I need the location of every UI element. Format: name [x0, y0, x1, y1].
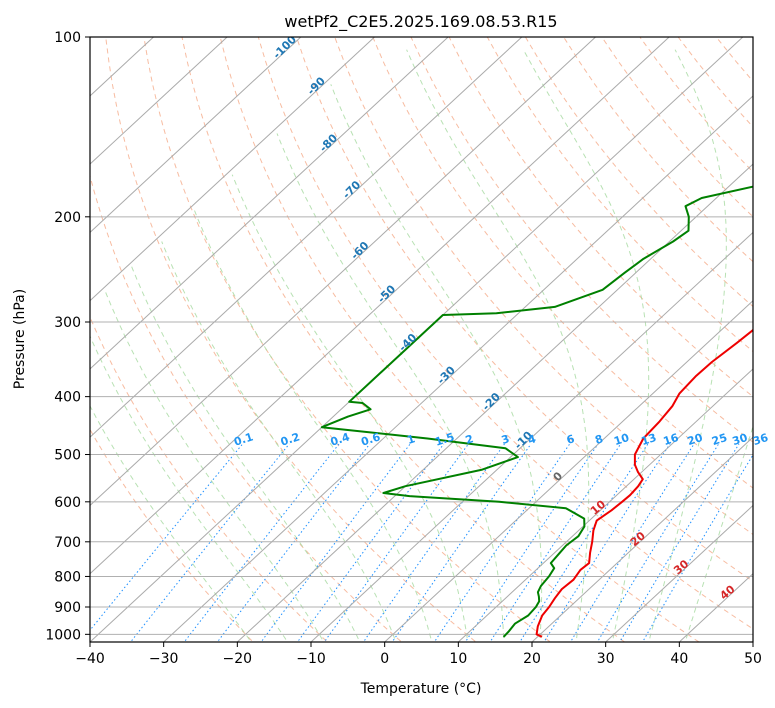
- isotherm-line: [162, 95, 753, 642]
- y-tick-label: 800: [54, 569, 81, 585]
- dry-adiabat-line: [181, 37, 626, 642]
- isotherm-line: [236, 163, 753, 642]
- moist-adiabat-line: [684, 424, 753, 642]
- moist-adiabat-line: [104, 289, 325, 642]
- dry-adiabat-line: [448, 37, 753, 398]
- dry-adiabat-line: [90, 315, 329, 642]
- mixing-ratio-line: [433, 443, 571, 642]
- y-tick-label: 1000: [45, 627, 81, 643]
- mixing-ratio-label: 3: [500, 432, 511, 447]
- dry-adiabat-line: [334, 37, 753, 536]
- isotherm-line: [90, 37, 376, 302]
- mixing-ratio-label: 6: [565, 432, 577, 447]
- moist-adiabat-line: [522, 49, 650, 642]
- mixing-ratio-label: 4: [526, 432, 538, 447]
- x-axis-label: Temperature (°C): [360, 681, 482, 697]
- y-tick-label: 300: [54, 315, 81, 331]
- x-tick-label: −30: [149, 651, 179, 667]
- y-axis-label: Pressure (hPa): [12, 289, 28, 389]
- dry-adiabat-line: [372, 37, 753, 489]
- y-tick-label: 400: [54, 390, 81, 406]
- mixing-ratio-line: [362, 443, 505, 642]
- mixing-ratio-line: [569, 443, 695, 642]
- chart-title: wetPf2_C2E5.2025.169.08.53.R15: [284, 12, 557, 32]
- y-axis: 100 200 300 400 500 600 700 800 900 1000: [45, 30, 90, 643]
- x-tick-label: 40: [670, 651, 688, 667]
- isotherm-line: [90, 37, 449, 370]
- plot-background: [90, 37, 753, 642]
- dry-adiabat-line: [296, 37, 753, 583]
- x-tick-label: 0: [380, 651, 389, 667]
- mixing-ratio-label: 8: [593, 432, 604, 447]
- mixing-ratio-line: [464, 443, 599, 642]
- y-tick-label: 600: [54, 495, 81, 511]
- isotherm-line: [90, 37, 302, 234]
- mixing-ratio-line: [323, 443, 469, 642]
- moist-adiabat-line: [231, 174, 469, 642]
- mixing-ratio-label: 20: [686, 431, 705, 448]
- mixing-ratio-label: 1.5: [433, 430, 456, 448]
- mixing-ratio-label: 36: [751, 431, 770, 448]
- mixing-ratio-label: 0.2: [279, 430, 302, 448]
- dry-adiabat-line: [257, 37, 753, 630]
- mixing-ratio-line: [519, 443, 649, 642]
- mixing-ratio-label: 0.6: [359, 430, 382, 448]
- moist-adiabat-line: [161, 241, 397, 642]
- mixing-ratio-label: 13: [640, 431, 659, 448]
- isotherm-line: [90, 37, 597, 507]
- mixing-ratio-label: 10: [612, 431, 631, 448]
- dry-adiabat-line: [524, 37, 753, 308]
- dry-adiabat-line: [105, 37, 477, 642]
- x-tick-label: 10: [449, 651, 467, 667]
- x-tick-label: −40: [75, 651, 105, 667]
- isotherm-line: [90, 37, 670, 575]
- dry-adiabat-line: [90, 428, 254, 642]
- mixing-ratio-line: [596, 443, 720, 642]
- isotherm-line: [383, 300, 753, 642]
- x-axis: −40 −30 −20 −10 0 10 20 30 40 50: [75, 642, 762, 667]
- mixing-ratio-label: 1: [405, 432, 416, 447]
- mixing-ratio-label: 0.4: [329, 430, 352, 448]
- isotherm-line: [90, 37, 523, 438]
- mixing-ratio-label: 25: [710, 431, 729, 448]
- pressure-grid: [90, 37, 753, 635]
- moist-adiabat-line: [406, 49, 590, 642]
- isotherm-line: [310, 231, 753, 642]
- mixing-ratio-line: [642, 453, 753, 642]
- mixing-ratio-line: [543, 443, 671, 642]
- mixing-ratio-line: [216, 443, 371, 642]
- y-tick-label: 200: [54, 210, 81, 226]
- x-tick-label: 30: [597, 651, 615, 667]
- dry-adiabat-line: [754, 37, 775, 647]
- dry-adiabat-line: [143, 37, 552, 642]
- y-tick-label: 500: [54, 448, 81, 464]
- x-tick-label: 20: [523, 651, 541, 667]
- mixing-ratio-label: 2: [464, 432, 475, 447]
- dry-adiabat-line: [410, 37, 753, 443]
- mixing-ratio-line: [619, 443, 740, 642]
- y-tick-label: 900: [54, 600, 81, 616]
- mixing-ratio-label: 0.1: [232, 430, 255, 448]
- moist-adiabat-line: [193, 210, 433, 642]
- mixing-ratio-line: [489, 443, 622, 642]
- mixing-ratio-label: 16: [662, 431, 681, 448]
- isotherm-line: [90, 37, 228, 165]
- x-tick-label: 50: [744, 651, 762, 667]
- isotherm-line: [604, 504, 753, 642]
- temperature-line: [535, 328, 753, 638]
- isotherm-line: [457, 368, 753, 642]
- isotherm-line: [531, 436, 753, 642]
- plot-frame: [89, 36, 754, 643]
- y-tick-label: 700: [54, 535, 81, 551]
- mixing-ratio-line: [129, 443, 290, 642]
- profile-lines: [320, 185, 753, 638]
- moist-adiabat-line: [90, 404, 252, 642]
- x-tick-label: −20: [223, 651, 253, 667]
- dewpoint-line: [320, 185, 753, 638]
- y-tick-label: 100: [54, 30, 81, 46]
- mixing-ratio-label: 30: [731, 431, 750, 448]
- x-tick-label: −10: [296, 651, 326, 667]
